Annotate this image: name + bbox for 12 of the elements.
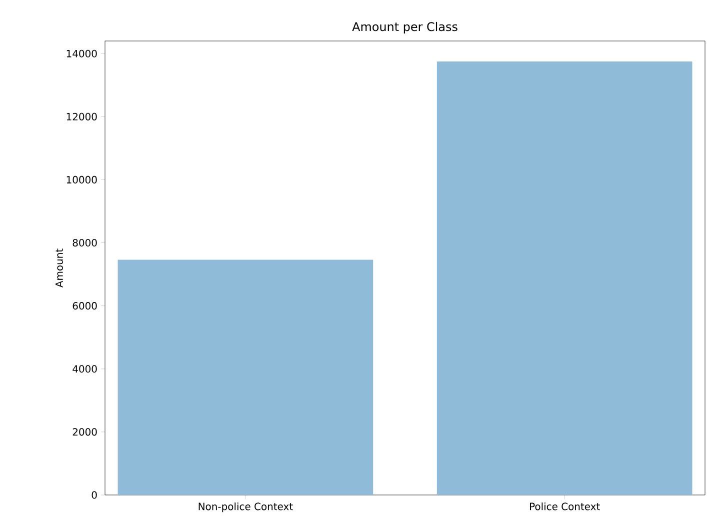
x-tick-label: Non-police Context (198, 502, 293, 512)
y-tick-label: 14000 (66, 50, 97, 58)
y-axis-title: Amount (56, 248, 63, 288)
y-tick-label: 10000 (66, 176, 97, 184)
y-tick-label: 2000 (72, 428, 97, 436)
y-tick-label: 6000 (72, 302, 97, 310)
y-tick-label: 4000 (72, 365, 97, 373)
chart-title: Amount per Class (352, 22, 458, 34)
x-tick-label: Police Context (530, 502, 600, 510)
y-tick-label: 12000 (66, 112, 97, 120)
y-tick-label: 0 (92, 491, 97, 499)
y-tick-label: 8000 (72, 238, 97, 247)
